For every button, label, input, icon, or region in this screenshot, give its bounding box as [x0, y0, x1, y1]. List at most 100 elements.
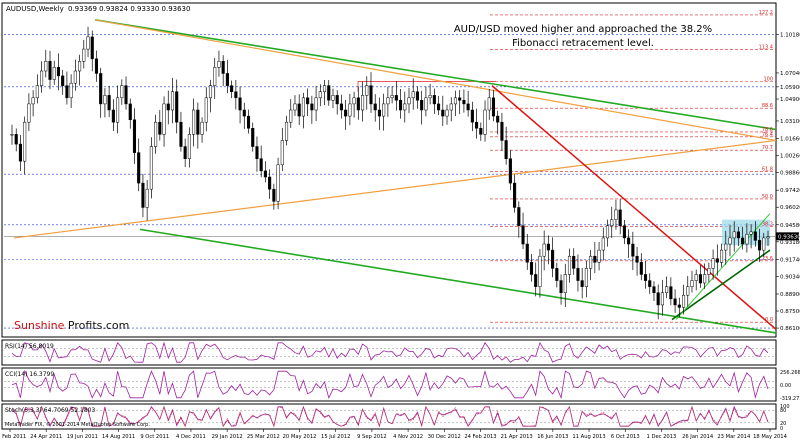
candle-bear — [221, 61, 225, 74]
candle-bear — [669, 286, 673, 300]
candle-bear — [627, 237, 631, 245]
candle-bull — [192, 109, 196, 135]
candle-bull — [187, 134, 191, 159]
candle-bear — [132, 119, 137, 153]
candle-bull — [766, 236, 770, 239]
fib-level-label: 50.0 — [762, 194, 773, 200]
candle-bull — [605, 225, 610, 239]
candle-bull — [322, 85, 327, 92]
candle-bull — [449, 103, 453, 111]
candle-bear — [420, 99, 424, 111]
candle-bull — [293, 103, 297, 111]
candle-bear — [715, 258, 719, 263]
stoch-axis-label: 80 — [780, 408, 786, 414]
candle-bull — [40, 70, 44, 86]
x-tick-label: 24 Feb 2013 — [464, 434, 496, 440]
candle-bull — [703, 274, 707, 284]
candle-bull — [428, 95, 432, 99]
candle-bear — [491, 97, 496, 117]
cci-panel — [1, 367, 777, 402]
candle-bull — [589, 255, 593, 269]
candle-bear — [310, 103, 314, 111]
fib-level-label: 61.8 — [762, 167, 773, 173]
fib-level-label: 113.4 — [759, 45, 773, 51]
x-tick-label: 18 May 2014 — [753, 434, 788, 440]
candle-bear — [639, 262, 643, 275]
candle-bear — [622, 225, 626, 239]
candle-bear — [369, 85, 373, 105]
rsi-title: RSI(14) 56.8019 — [5, 343, 54, 350]
candle-bear — [441, 109, 445, 117]
x-tick-label: 24 Apr 2011 — [30, 434, 62, 440]
candle-bear — [272, 188, 276, 202]
candle-bull — [31, 97, 35, 105]
candle-bear — [99, 73, 103, 105]
y-tick-label: 1.04900 — [780, 97, 800, 103]
candle-bull — [314, 97, 318, 111]
candle-bull — [453, 97, 458, 105]
candle-bear — [306, 97, 310, 105]
candle-bull — [563, 274, 567, 293]
candle-bull — [116, 97, 120, 123]
candle-bull — [208, 85, 213, 99]
candle-bull — [35, 85, 39, 99]
candle-bear — [158, 121, 162, 135]
candle-bear — [18, 143, 22, 162]
orange-upper-line — [94, 19, 777, 142]
fib-level-label: 127.2 — [759, 10, 773, 16]
x-tick-label: 20 May 2012 — [283, 434, 317, 440]
x-tick-label: 11 Aug 2013 — [572, 434, 605, 440]
candle-bull — [73, 70, 77, 84]
candle-bull — [170, 91, 175, 111]
candle-bear — [246, 115, 251, 129]
x-tick-label: 27 Feb 2011 — [0, 434, 26, 440]
cci-axis-label: 0.00 — [780, 383, 791, 389]
candle-bear — [504, 140, 508, 159]
candle-bear — [437, 103, 441, 111]
copyright-text: MetaTrader FIX, © 2001-2014 MetaQuotes S… — [5, 421, 150, 428]
candle-bear — [183, 146, 187, 159]
y-tick-label: 1.10180 — [780, 33, 800, 39]
candle-bear — [344, 109, 348, 117]
candle-bull — [69, 82, 73, 99]
ohlc-readout: 0.93369 0.93824 0.93330 0.93630 — [68, 5, 190, 13]
candle-bear — [496, 115, 500, 123]
candle-bear — [263, 170, 267, 178]
candle-bear — [415, 91, 420, 101]
fib-level-label: 38.2 — [762, 221, 773, 227]
candle-bull — [318, 91, 322, 99]
fib-level-label: 23.6 — [762, 256, 773, 262]
candle-bear — [255, 146, 259, 159]
cci-line — [11, 369, 769, 400]
candle-bear — [225, 73, 229, 86]
candle-bull — [614, 209, 618, 220]
downtrend-line — [491, 85, 777, 330]
candle-bull — [301, 97, 305, 117]
candle-bear — [534, 274, 538, 287]
candle-bear — [394, 95, 398, 101]
candle-bear — [128, 103, 132, 120]
support-line-light — [675, 213, 771, 320]
brand-black: Profits.com — [64, 319, 129, 332]
candle-bear — [741, 237, 745, 245]
cci-title: CCI(14) 16.3799 — [5, 371, 54, 378]
candle-bear — [559, 280, 563, 293]
candle-bull — [762, 237, 766, 251]
candle-bear — [14, 134, 18, 145]
candle-bull — [690, 280, 694, 287]
candle-bear — [335, 95, 339, 105]
orange-lower-line — [13, 139, 777, 239]
candle-bull — [213, 67, 217, 86]
candle-bear — [107, 95, 111, 111]
candle-bull — [82, 48, 86, 62]
candle-bull — [44, 61, 48, 72]
candle-bull — [352, 97, 356, 105]
candle-bear — [546, 243, 550, 251]
candle-bear — [635, 255, 639, 263]
candle-bull — [204, 97, 208, 123]
candle-bull — [597, 249, 601, 263]
candle-bull — [567, 255, 572, 275]
